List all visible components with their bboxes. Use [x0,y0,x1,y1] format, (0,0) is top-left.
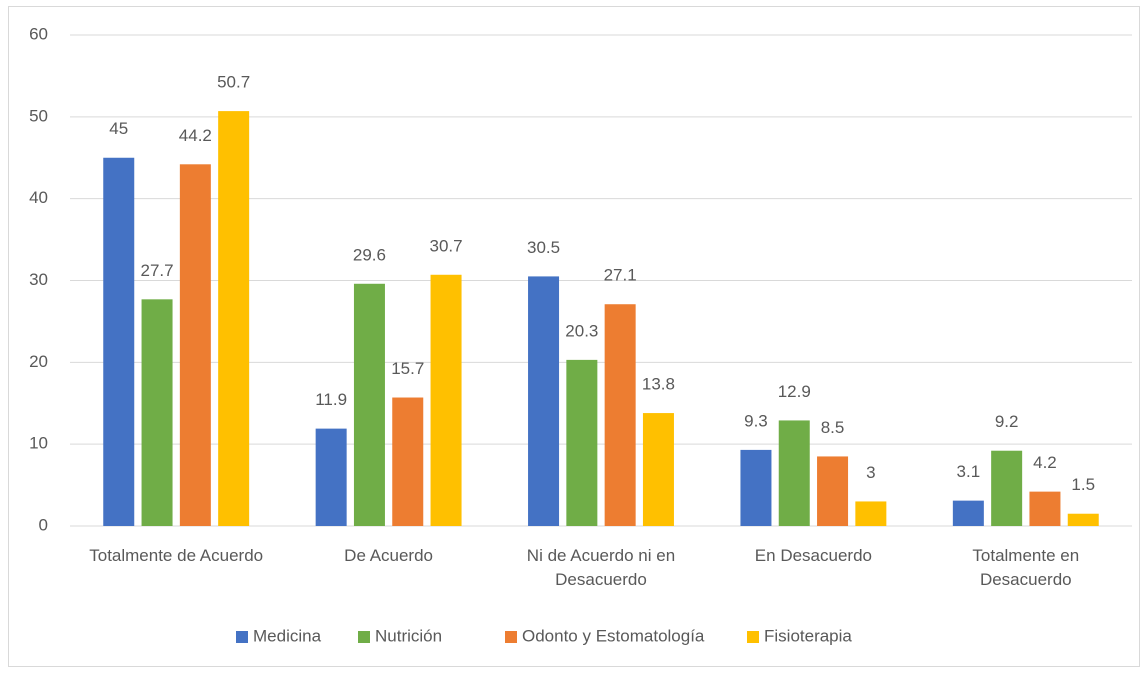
value-label: 30.7 [430,236,463,255]
bar [740,449,772,526]
bar [392,397,424,526]
bar [103,157,135,526]
legend-label: Medicina [253,626,322,645]
value-label: 9.2 [995,412,1019,431]
legend-label: Nutrición [375,626,442,645]
y-tick-label: 50 [29,106,48,125]
value-label: 3.1 [957,462,981,481]
legend-swatch [358,631,370,643]
value-label: 30.5 [527,238,560,257]
bar [855,501,887,526]
x-tick-label: De Acuerdo [344,546,434,565]
value-label: 20.3 [565,321,598,340]
bar [566,359,598,526]
value-label: 29.6 [353,245,386,264]
bar [179,164,211,526]
bar [778,420,810,526]
value-label: 4.2 [1033,453,1057,472]
value-label: 27.7 [141,261,174,280]
bar [528,276,560,526]
legend-swatch [505,631,517,643]
x-tick-label: En Desacuerdo [754,546,872,565]
value-label: 1.5 [1071,475,1095,494]
value-label: 50.7 [217,73,250,92]
y-tick-label: 40 [29,188,48,207]
y-tick-label: 20 [29,352,48,371]
bar [604,304,636,526]
bar [218,111,250,526]
bar [991,450,1023,526]
bar [353,283,385,526]
bar [1067,513,1099,526]
legend-label: Odonto y Estomatología [522,626,705,645]
y-tick-label: 30 [29,270,48,289]
chart-border [8,6,1140,667]
value-label: 12.9 [778,382,811,401]
value-label: 8.5 [821,418,845,437]
bar [1029,491,1061,526]
bar [817,456,849,526]
bar [315,428,347,526]
bar [642,413,674,526]
y-tick-label: 60 [29,24,48,43]
value-label: 13.8 [642,375,675,394]
bar [141,299,173,526]
value-label: 27.1 [604,266,637,285]
value-label: 11.9 [315,390,347,409]
bar [430,274,462,526]
legend-swatch [747,631,759,643]
value-label: 15.7 [391,359,424,378]
value-label: 44.2 [179,126,212,145]
legend-label: Fisioterapia [764,626,852,645]
value-label: 9.3 [744,411,768,430]
y-tick-label: 0 [39,515,48,534]
value-label: 3 [866,463,875,482]
y-tick-label: 10 [29,434,48,453]
x-tick-label: Totalmente en Desacuerdo [972,546,1080,589]
x-tick-label: Totalmente de Acuerdo [89,546,264,565]
x-tick-label: Ni de Acuerdo ni en Desacuerdo [526,546,676,589]
value-label: 45 [109,119,128,138]
legend-swatch [236,631,248,643]
bar [952,500,984,526]
